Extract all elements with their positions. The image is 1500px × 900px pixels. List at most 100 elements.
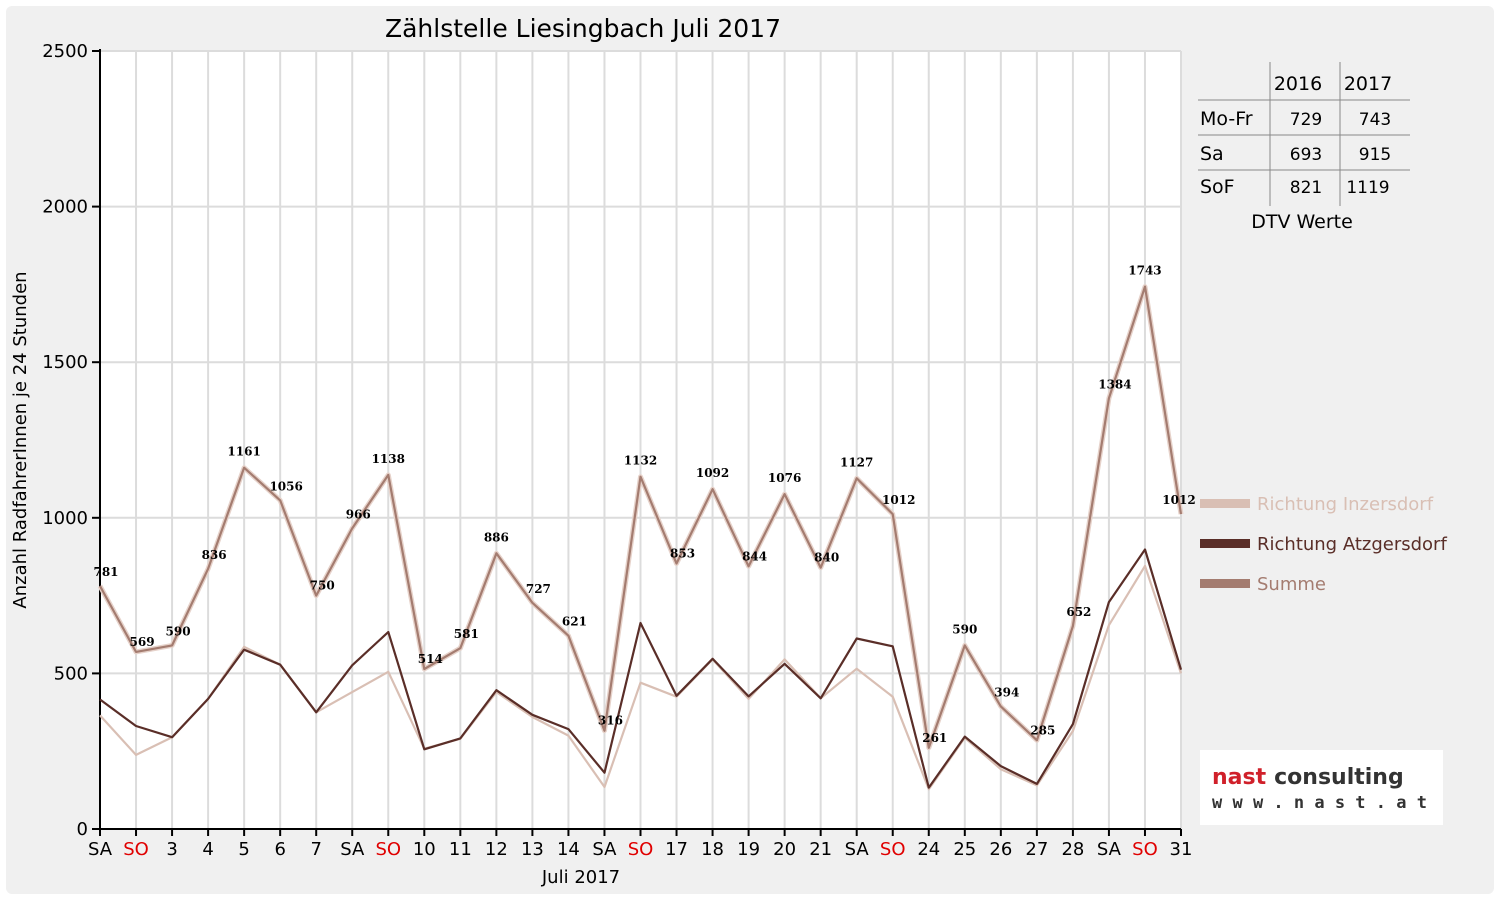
data-label: 1012: [882, 493, 915, 507]
data-label: 1056: [269, 479, 302, 493]
data-label: 840: [814, 551, 839, 565]
data-label: 514: [418, 652, 443, 666]
x-tick-label: 25: [953, 839, 976, 860]
table-cell: 915: [1359, 145, 1391, 165]
data-label: 569: [130, 635, 155, 649]
x-tick-label: 17: [665, 839, 688, 860]
x-tick-label: SO: [375, 839, 401, 860]
data-label: 727: [526, 582, 551, 596]
x-tick-label: 28: [1061, 839, 1084, 860]
table-cell: 729: [1290, 110, 1322, 130]
data-label: 621: [562, 615, 587, 629]
x-tick-label: SA: [340, 839, 365, 860]
x-tick-label: SA: [88, 839, 113, 860]
x-axis-label: Juli 2017: [541, 867, 620, 888]
x-tick-label: 3: [166, 839, 177, 860]
logo-text: nast consulting: [1212, 765, 1404, 790]
x-tick-label: SO: [123, 839, 149, 860]
x-tick-label: 24: [917, 839, 940, 860]
data-label: 394: [994, 685, 1019, 699]
y-axis-ticks: 0 500 1000 1500 2000 2500: [42, 41, 100, 840]
y-tick-label: 2500: [42, 41, 88, 62]
legend-entry: Richtung Inzersdorf: [1257, 494, 1434, 515]
dtv-table: 2016 2017 Mo-Fr 729 743 Sa 693 915 SoF 8…: [1198, 62, 1410, 233]
data-label: 1132: [624, 454, 657, 468]
x-tick-label: 31: [1170, 839, 1193, 860]
data-label: 781: [93, 565, 118, 579]
x-tick-label: 26: [989, 839, 1012, 860]
data-label: 1127: [840, 455, 873, 469]
data-label: 1384: [1098, 377, 1131, 391]
x-tick-label: 7: [310, 839, 321, 860]
table-caption: DTV Werte: [1251, 211, 1353, 233]
table-header-2017: 2017: [1344, 73, 1392, 95]
x-tick-label: 13: [521, 839, 544, 860]
grid: [100, 50, 1182, 830]
table-cell: 1119: [1346, 178, 1389, 198]
data-label: 1012: [1162, 493, 1195, 507]
data-label: 886: [484, 530, 509, 544]
logo: nast consulting w w w . n a s t . a t: [1200, 750, 1443, 825]
y-tick-label: 2000: [42, 197, 88, 218]
table-row-label: Mo-Fr: [1200, 108, 1253, 130]
data-label: 652: [1066, 605, 1091, 619]
logo-url: w w w . n a s t . a t: [1212, 793, 1427, 813]
x-tick-label: 21: [809, 839, 832, 860]
table-header-2016: 2016: [1274, 73, 1322, 95]
data-label: 844: [742, 549, 767, 563]
data-label: 966: [346, 507, 371, 521]
x-axis-ticks: SA SO 3 4 5 6 7 SA SO 10 11 12 13 14 SA SO 17 18 19 20 21 SA S…: [88, 829, 1192, 860]
legend-swatch: [1200, 579, 1250, 588]
table-row-label: Sa: [1200, 143, 1224, 165]
data-label: 750: [310, 579, 335, 593]
x-tick-label: 19: [737, 839, 760, 860]
legend-swatch: [1200, 539, 1250, 548]
table-cell: 743: [1359, 110, 1391, 130]
x-tick-label: 27: [1025, 839, 1048, 860]
series-line: [99, 548, 1183, 789]
data-labels: 781 569 590 836 1161 1056 750 966 1138 514 581 886 7…: [93, 264, 1195, 745]
x-tick-label: 12: [485, 839, 508, 860]
y-tick-label: 500: [54, 663, 88, 684]
table-cell: 693: [1290, 145, 1322, 165]
data-label: 853: [670, 547, 695, 561]
x-tick-label: SO: [880, 839, 906, 860]
x-tick-label: 6: [274, 839, 285, 860]
table-row-label: SoF: [1200, 176, 1235, 198]
y-tick-label: 1000: [42, 508, 88, 529]
data-label: 590: [166, 624, 191, 638]
x-tick-label: 5: [238, 839, 249, 860]
x-tick-label: SO: [1132, 839, 1158, 860]
data-label: 1092: [696, 466, 729, 480]
data-label: 261: [922, 731, 947, 745]
data-label: 1138: [372, 452, 405, 466]
data-label: 1743: [1128, 264, 1161, 278]
data-label: 836: [202, 548, 227, 562]
legend: Richtung Inzersdorf Richtung Atzgersdorf S…: [1200, 494, 1447, 595]
data-label: 316: [598, 714, 623, 728]
x-tick-label: 11: [449, 839, 472, 860]
chart-title: Zählstelle Liesingbach Juli 2017: [385, 14, 781, 43]
x-tick-label: SO: [628, 839, 654, 860]
y-axis-label: Anzahl RadfahrerInnen je 24 Stunden: [10, 271, 31, 608]
data-label: 285: [1030, 723, 1055, 737]
legend-entry: Richtung Atzgersdorf: [1257, 534, 1447, 555]
data-label: 1161: [227, 445, 260, 459]
data-label: 590: [952, 622, 977, 636]
logo-brand-word-2: consulting: [1274, 765, 1404, 790]
x-tick-label: 14: [557, 839, 580, 860]
logo-background: [1200, 750, 1443, 825]
x-tick-label: 10: [413, 839, 436, 860]
x-tick-label: 4: [202, 839, 213, 860]
y-tick-label: 0: [77, 819, 88, 840]
legend-entry: Summe: [1257, 574, 1326, 595]
legend-swatch: [1200, 499, 1250, 508]
data-label: 1076: [768, 471, 801, 485]
x-tick-label: SA: [845, 839, 870, 860]
data-label: 581: [454, 627, 479, 641]
x-tick-label: 18: [701, 839, 724, 860]
series-line: [99, 285, 1183, 749]
series-lines: [97, 284, 1184, 791]
x-tick-label: 20: [773, 839, 796, 860]
